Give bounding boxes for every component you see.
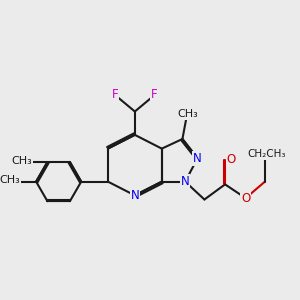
Text: O: O	[241, 192, 250, 205]
Text: CH₃: CH₃	[178, 109, 198, 119]
Text: N: N	[181, 175, 190, 188]
Text: CH₃: CH₃	[11, 156, 32, 166]
Text: N: N	[130, 189, 139, 202]
Text: CH₂CH₃: CH₂CH₃	[247, 149, 286, 159]
Text: F: F	[112, 88, 118, 101]
Text: F: F	[151, 88, 158, 101]
Text: N: N	[193, 152, 202, 165]
Text: O: O	[226, 153, 236, 166]
Text: CH₃: CH₃	[0, 175, 20, 185]
